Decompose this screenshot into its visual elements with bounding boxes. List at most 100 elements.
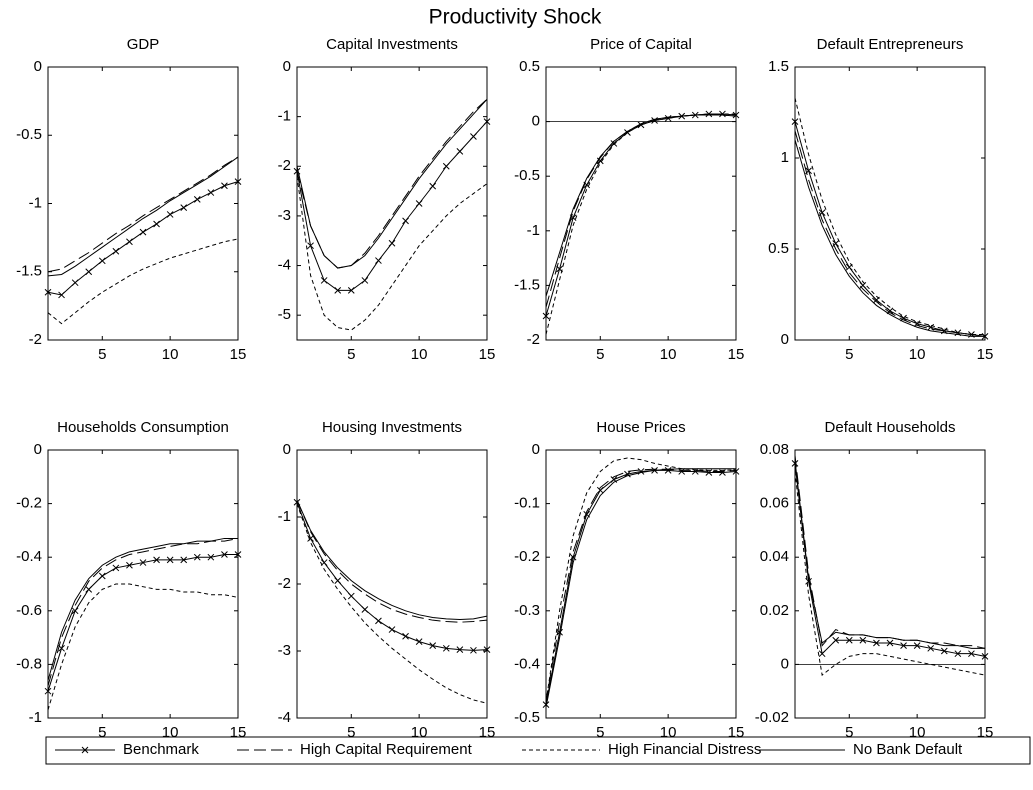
- point-marker: [347, 287, 355, 294]
- x-tick-label: 15: [977, 346, 994, 363]
- series-line: [794, 455, 986, 649]
- point-marker: [705, 110, 713, 118]
- point-marker: [98, 572, 106, 580]
- point-marker: [58, 291, 65, 299]
- point-marker: [651, 117, 658, 124]
- y-tick-label: -1: [527, 222, 540, 239]
- point-marker: [375, 617, 382, 625]
- x-tick-label: 5: [98, 724, 106, 741]
- y-tick-label: -2: [278, 575, 291, 592]
- x-tick-label: 10: [411, 724, 428, 741]
- y-tick-label: -0.1: [514, 495, 540, 512]
- x-tick-label: 15: [230, 346, 247, 363]
- plot-area: [296, 66, 488, 341]
- series-line: [545, 114, 737, 297]
- series-line: [545, 468, 736, 708]
- point-marker: [940, 647, 948, 655]
- x-tick-label: 10: [411, 346, 428, 363]
- y-tick-label: -0.3: [514, 602, 540, 619]
- point-marker: [180, 204, 188, 211]
- x-tick-label: 5: [845, 346, 853, 363]
- panel-title: Default Households: [825, 419, 956, 436]
- point-marker: [112, 564, 120, 572]
- point-marker: [456, 148, 464, 155]
- point-marker: [98, 257, 106, 265]
- point-marker: [429, 182, 437, 190]
- point-marker: [483, 646, 491, 654]
- y-tick-label: -2: [527, 331, 540, 348]
- point-marker: [153, 220, 160, 228]
- point-marker: [927, 644, 935, 652]
- point-marker: [71, 279, 79, 287]
- point-marker: [913, 642, 921, 649]
- y-tick-label: -0.2: [514, 548, 540, 565]
- point-marker: [85, 586, 93, 593]
- point-marker: [678, 468, 686, 475]
- point-marker: [981, 653, 989, 660]
- point-marker: [112, 247, 120, 255]
- x-tick-label: 10: [660, 346, 677, 363]
- x-tick-label: 5: [347, 346, 355, 363]
- point-marker: [596, 486, 604, 494]
- y-tick-label: -1: [278, 108, 291, 125]
- point-marker: [307, 535, 314, 542]
- point-marker: [624, 470, 631, 478]
- x-tick-label: 5: [845, 724, 853, 741]
- point-marker: [234, 551, 242, 558]
- point-marker: [886, 639, 894, 647]
- series-line: [794, 460, 985, 649]
- y-tick-label: -0.8: [16, 655, 42, 672]
- series-line: [47, 583, 239, 711]
- y-tick-label: 0: [781, 655, 789, 672]
- series-line: [545, 457, 737, 702]
- y-tick-label: 1: [781, 149, 789, 166]
- point-marker: [732, 111, 740, 119]
- point-marker: [900, 314, 907, 322]
- point-marker: [85, 268, 93, 276]
- y-tick-label: -0.2: [16, 495, 42, 512]
- point-marker: [732, 468, 740, 475]
- point-marker: [388, 239, 396, 247]
- point-marker: [361, 606, 369, 613]
- series-line: [545, 468, 737, 703]
- y-tick-label: -1: [29, 194, 42, 211]
- point-marker: [470, 646, 477, 654]
- y-tick-label: -4: [278, 709, 291, 726]
- point-marker: [347, 592, 355, 600]
- plot-area: [545, 449, 737, 719]
- legend-label: High Financial Distress: [608, 741, 761, 758]
- point-marker: [221, 182, 228, 190]
- point-marker: [388, 626, 396, 633]
- y-tick-label: 0.08: [760, 441, 789, 458]
- y-tick-label: -1.5: [514, 276, 540, 293]
- x-tick-label: 10: [660, 724, 677, 741]
- y-tick-label: -1.5: [16, 263, 42, 280]
- point-marker: [207, 553, 215, 561]
- point-marker: [719, 110, 726, 118]
- series-line: [47, 156, 239, 277]
- series-line: [296, 503, 488, 704]
- x-tick-label: 5: [347, 724, 355, 741]
- y-tick-label: -1: [29, 709, 42, 726]
- plot-area: [794, 449, 986, 719]
- point-marker: [429, 642, 437, 649]
- series-line: [296, 176, 488, 331]
- plot-area: [794, 66, 986, 341]
- point-marker: [859, 636, 867, 644]
- point-marker: [415, 638, 423, 645]
- y-tick-label: -2: [29, 331, 42, 348]
- series-line: [794, 471, 986, 677]
- y-tick-label: -4: [278, 257, 291, 274]
- series-line: [794, 139, 985, 337]
- point-marker: [900, 642, 907, 649]
- plot-area: [47, 66, 239, 341]
- y-tick-label: 0: [532, 441, 540, 458]
- y-tick-label: -0.5: [514, 167, 540, 184]
- y-tick-label: -0.02: [755, 709, 789, 726]
- panel-title: Price of Capital: [590, 36, 692, 53]
- point-marker: [664, 114, 672, 122]
- figure-title: Productivity Shock: [429, 6, 602, 29]
- y-tick-label: 0.04: [760, 548, 789, 565]
- x-tick-label: 5: [596, 724, 604, 741]
- panel-title: Households Consumption: [57, 419, 229, 436]
